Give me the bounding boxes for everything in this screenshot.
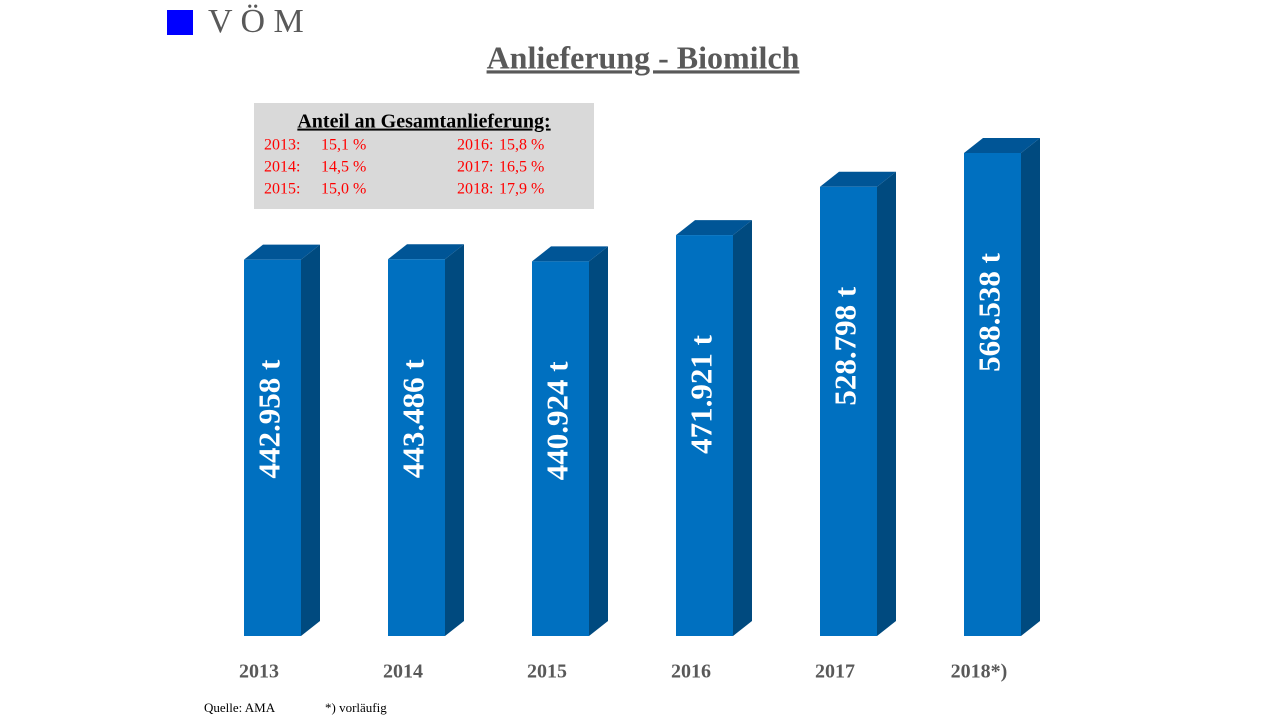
note: *) vorläufig <box>325 700 387 715</box>
bar-side <box>301 244 320 637</box>
x-tick-label: 2016 <box>671 661 711 683</box>
value-label: 471.921 t <box>684 334 719 454</box>
value-label: 442.958 t <box>252 359 287 479</box>
share-value: 15,1 % <box>321 137 366 154</box>
logo: V Ö M <box>208 3 304 40</box>
value-label: 568.538 t <box>972 252 1007 372</box>
share-title: Anteil an Gesamtanlieferung: <box>297 111 550 133</box>
bar <box>388 259 445 636</box>
value-label: 443.486 t <box>396 359 431 479</box>
share-label: 2016: <box>457 137 493 154</box>
bar-top <box>964 138 1040 153</box>
share-value: 16,5 % <box>499 159 544 176</box>
share-value: 15,8 % <box>499 137 544 154</box>
bar-side <box>589 246 608 636</box>
bar <box>964 153 1021 636</box>
share-value: 14,5 % <box>321 159 366 176</box>
bar <box>820 186 877 636</box>
bar-side <box>1021 138 1040 636</box>
bar-side <box>733 220 752 636</box>
bar-top <box>244 244 320 260</box>
x-tick-label: 2015 <box>527 661 567 683</box>
source: Quelle: AMA <box>204 700 276 715</box>
chart-title: Anlieferung - Biomilch <box>487 39 800 75</box>
bar-side <box>445 244 464 636</box>
x-tick-label: 2013 <box>239 661 279 683</box>
share-label: 2018: <box>457 181 493 198</box>
x-tick-label: 2018*) <box>951 661 1008 683</box>
bar-side <box>877 171 896 636</box>
value-label: 528.798 t <box>828 286 863 406</box>
value-label: 440.924 t <box>540 361 575 481</box>
bar <box>532 261 589 636</box>
bar-top <box>532 246 608 262</box>
logo-square <box>167 10 193 35</box>
share-value: 15,0 % <box>321 181 366 198</box>
bar-top <box>388 244 464 260</box>
share-box <box>254 103 594 209</box>
x-tick-label: 2014 <box>383 661 423 683</box>
share-label: 2015: <box>264 181 300 198</box>
share-label: 2014: <box>264 159 300 176</box>
bar-top <box>820 171 896 187</box>
bar-top <box>676 220 752 236</box>
x-tick-label: 2017 <box>815 661 855 683</box>
share-value: 17,9 % <box>499 181 544 198</box>
share-label: 2013: <box>264 137 300 154</box>
share-label: 2017: <box>457 159 493 176</box>
bar <box>244 259 301 636</box>
bar <box>676 235 733 636</box>
